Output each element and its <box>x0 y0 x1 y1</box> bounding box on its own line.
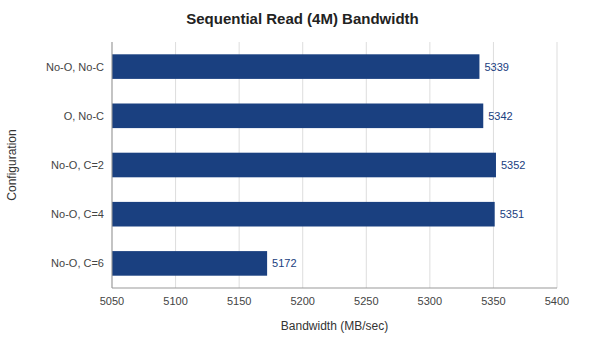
chart-container: Sequential Read (4M) Bandwidth 5050 5100 51… <box>0 0 605 340</box>
x-axis-label: Bandwidth (MB/sec) <box>281 319 388 333</box>
title: Sequential Read (4M) Bandwidth <box>186 10 419 27</box>
y-tick-label: No-O, C=2 <box>51 159 104 171</box>
y-tick-label: No-O, No-C <box>46 61 104 73</box>
data-label: 5352 <box>501 159 525 171</box>
y-tick-label: No-O, C=6 <box>51 257 104 269</box>
chart-svg: Sequential Read (4M) Bandwidth 5050 5100 51… <box>0 0 605 340</box>
y-axis-label: Configuration <box>5 129 19 200</box>
x-tick-label: 5400 <box>545 295 569 307</box>
x-tick-label: 5250 <box>354 295 378 307</box>
x-tick-label: 5150 <box>227 295 251 307</box>
data-label: 5342 <box>488 110 512 122</box>
x-tick-label: 5050 <box>100 295 124 307</box>
data-label: 5172 <box>272 257 296 269</box>
bar <box>112 54 479 79</box>
bar <box>112 251 267 276</box>
x-tick-label: 5100 <box>163 295 187 307</box>
y-axis-line <box>112 42 113 288</box>
y-tick-label: O, No-C <box>64 110 104 122</box>
x-tick-label: 5300 <box>418 295 442 307</box>
x-axis-line <box>112 288 557 289</box>
bar <box>112 153 496 178</box>
bar <box>112 104 483 129</box>
grid-line <box>557 42 558 288</box>
grid-line <box>112 42 113 288</box>
x-tick-label: 5350 <box>481 295 505 307</box>
bars <box>112 54 496 275</box>
data-label: 5339 <box>484 61 508 73</box>
x-tick-label: 5200 <box>290 295 314 307</box>
y-tick-label: No-O, C=4 <box>51 208 104 220</box>
data-label: 5351 <box>500 208 524 220</box>
bar <box>112 202 495 227</box>
